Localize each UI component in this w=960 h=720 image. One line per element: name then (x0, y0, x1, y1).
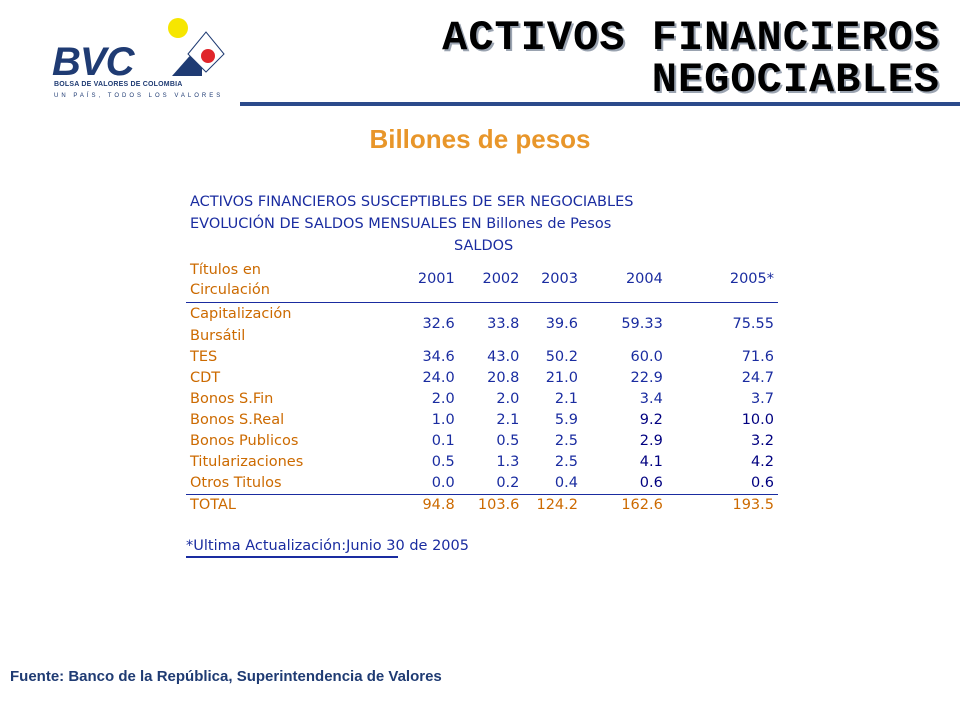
table-cell: 24.7 (741, 369, 774, 386)
update-note: *Ultima Actualización:Junio 30 de 2005 (186, 538, 469, 554)
logo-tagline-slogan: UN PAÍS, TODOS LOS VALORES (54, 93, 224, 99)
table-row: Titularizaciones 0.5 1.3 2.5 4.1 4.2 (186, 452, 778, 473)
table-cell: 3.4 (639, 390, 663, 407)
table-row: Capitalización Bursátil 32.6 33.8 39.6 5… (186, 302, 778, 347)
page-title-line-1: ACTIVOS FINANCIEROS (442, 14, 940, 62)
table-header-row: Títulos en Circulación 2001 2002 2003 20… (186, 258, 778, 303)
table-cell: 21.0 (545, 369, 578, 386)
table-cell: 0.4 (523, 472, 582, 495)
source-footnote: Fuente: Banco de la República, Superinte… (10, 668, 442, 685)
year-header: 2005* (666, 258, 778, 303)
table-total-row: TOTAL 94.8 103.6 124.2 162.6 193.5 (186, 494, 778, 516)
total-label: TOTAL (190, 496, 236, 513)
row-label: Bonos S.Fin (190, 390, 274, 407)
row-label-line-2: Bursátil (190, 327, 246, 344)
table-cell: 5.9 (554, 411, 578, 428)
total-cell: 124.2 (536, 496, 578, 513)
logo-tagline-name: BOLSA DE VALORES DE COLOMBIA (54, 81, 183, 88)
table-cell: 71.6 (741, 348, 774, 365)
table-cell: 2.5 (554, 453, 578, 470)
table-cell: 32.6 (422, 316, 455, 332)
row-label: Capitalización Bursátil (186, 302, 406, 347)
table-group-header: SALDOS (454, 238, 514, 254)
label-header: Títulos en Circulación (186, 258, 407, 303)
table-row: Bonos Publicos 0.1 0.5 2.5 2.9 3.2 (186, 431, 778, 452)
row-label: Titularizaciones (190, 453, 304, 470)
table-cell: 2.1 (496, 411, 520, 428)
table-cell: 9.2 (639, 411, 663, 428)
note-underline (186, 556, 398, 558)
table-cell: 2.0 (431, 390, 455, 407)
row-label: Bonos Publicos (190, 432, 299, 449)
table-cell: 1.0 (431, 411, 455, 428)
table-cell: 0.5 (496, 432, 520, 449)
total-cell: 193.5 (732, 496, 774, 513)
table-cell: 20.8 (487, 369, 520, 386)
table-cell: 34.6 (422, 348, 455, 365)
page-subtitle: Billones de pesos (369, 124, 591, 154)
row-label: CDT (190, 369, 221, 386)
table-cell: 39.6 (545, 316, 578, 332)
table-cell: 10.0 (741, 411, 774, 428)
total-cell: 162.6 (621, 496, 663, 513)
table-heading-1: ACTIVOS FINANCIEROS SUSCEPTIBLES DE SER … (190, 194, 634, 210)
page-title-line-2: NEGOCIABLES (651, 56, 940, 104)
table-cell: 2.1 (554, 390, 578, 407)
table-row: Bonos S.Fin 2.0 2.0 2.1 3.4 3.7 (186, 389, 778, 410)
year-header: 2001 (406, 258, 459, 303)
table-cell: 60.0 (630, 348, 663, 365)
row-label: TES (190, 348, 218, 365)
table-cell: 4.1 (639, 453, 663, 470)
table-cell: 2.0 (496, 390, 520, 407)
table-cell: 0.0 (406, 472, 459, 495)
table-cell: 33.8 (487, 316, 520, 332)
label-header-line-2: Circulación (190, 281, 270, 298)
table-cell: 0.2 (458, 472, 524, 495)
total-cell: 103.6 (477, 496, 520, 513)
row-label-line-1: Capitalización (190, 305, 292, 322)
table-cell: 50.2 (545, 348, 578, 365)
year-header: 2004 (581, 258, 667, 303)
table-row: Otros Titulos 0.0 0.2 0.4 0.6 0.6 (186, 472, 778, 495)
bvc-logo: BVC BOLSA DE VALORES DE COLOMBIA UN PAÍS… (48, 14, 238, 104)
table-cell: 4.2 (750, 453, 774, 470)
total-cell: 94.8 (422, 496, 455, 513)
table-cell: 59.33 (621, 316, 663, 332)
assets-table: Títulos en Circulación 2001 2002 2003 20… (186, 258, 778, 516)
year-header: 2003 (523, 258, 582, 303)
table-row: TES 34.6 43.0 50.2 60.0 71.6 (186, 347, 778, 368)
table-cell: 0.5 (431, 453, 455, 470)
table-cell: 2.5 (554, 432, 578, 449)
table-cell: 3.7 (750, 390, 774, 407)
table-heading-2: EVOLUCIÓN DE SALDOS MENSUALES EN Billone… (190, 216, 612, 232)
title-rule (240, 102, 960, 106)
table-row: CDT 24.0 20.8 21.0 22.9 24.7 (186, 368, 778, 389)
logo-wordmark: BVC (52, 40, 134, 84)
row-label: Otros Titulos (186, 472, 407, 495)
table-cell: 0.6 (581, 472, 667, 495)
year-header: 2002 (458, 258, 524, 303)
table-cell: 22.9 (630, 369, 663, 386)
label-header-line-1: Títulos en (190, 261, 261, 278)
table-cell: 0.1 (431, 432, 455, 449)
table-cell: 2.9 (639, 432, 663, 449)
table-cell: 1.3 (496, 453, 520, 470)
row-label: Bonos S.Real (190, 411, 285, 428)
table-cell: 0.6 (666, 472, 778, 495)
table-cell: 24.0 (422, 369, 455, 386)
table-cell: 75.55 (732, 316, 774, 332)
table-row: Bonos S.Real 1.0 2.1 5.9 9.2 10.0 (186, 410, 778, 431)
table-cell: 43.0 (487, 348, 520, 365)
logo-mark-icon (168, 18, 225, 76)
table-cell: 3.2 (750, 432, 774, 449)
